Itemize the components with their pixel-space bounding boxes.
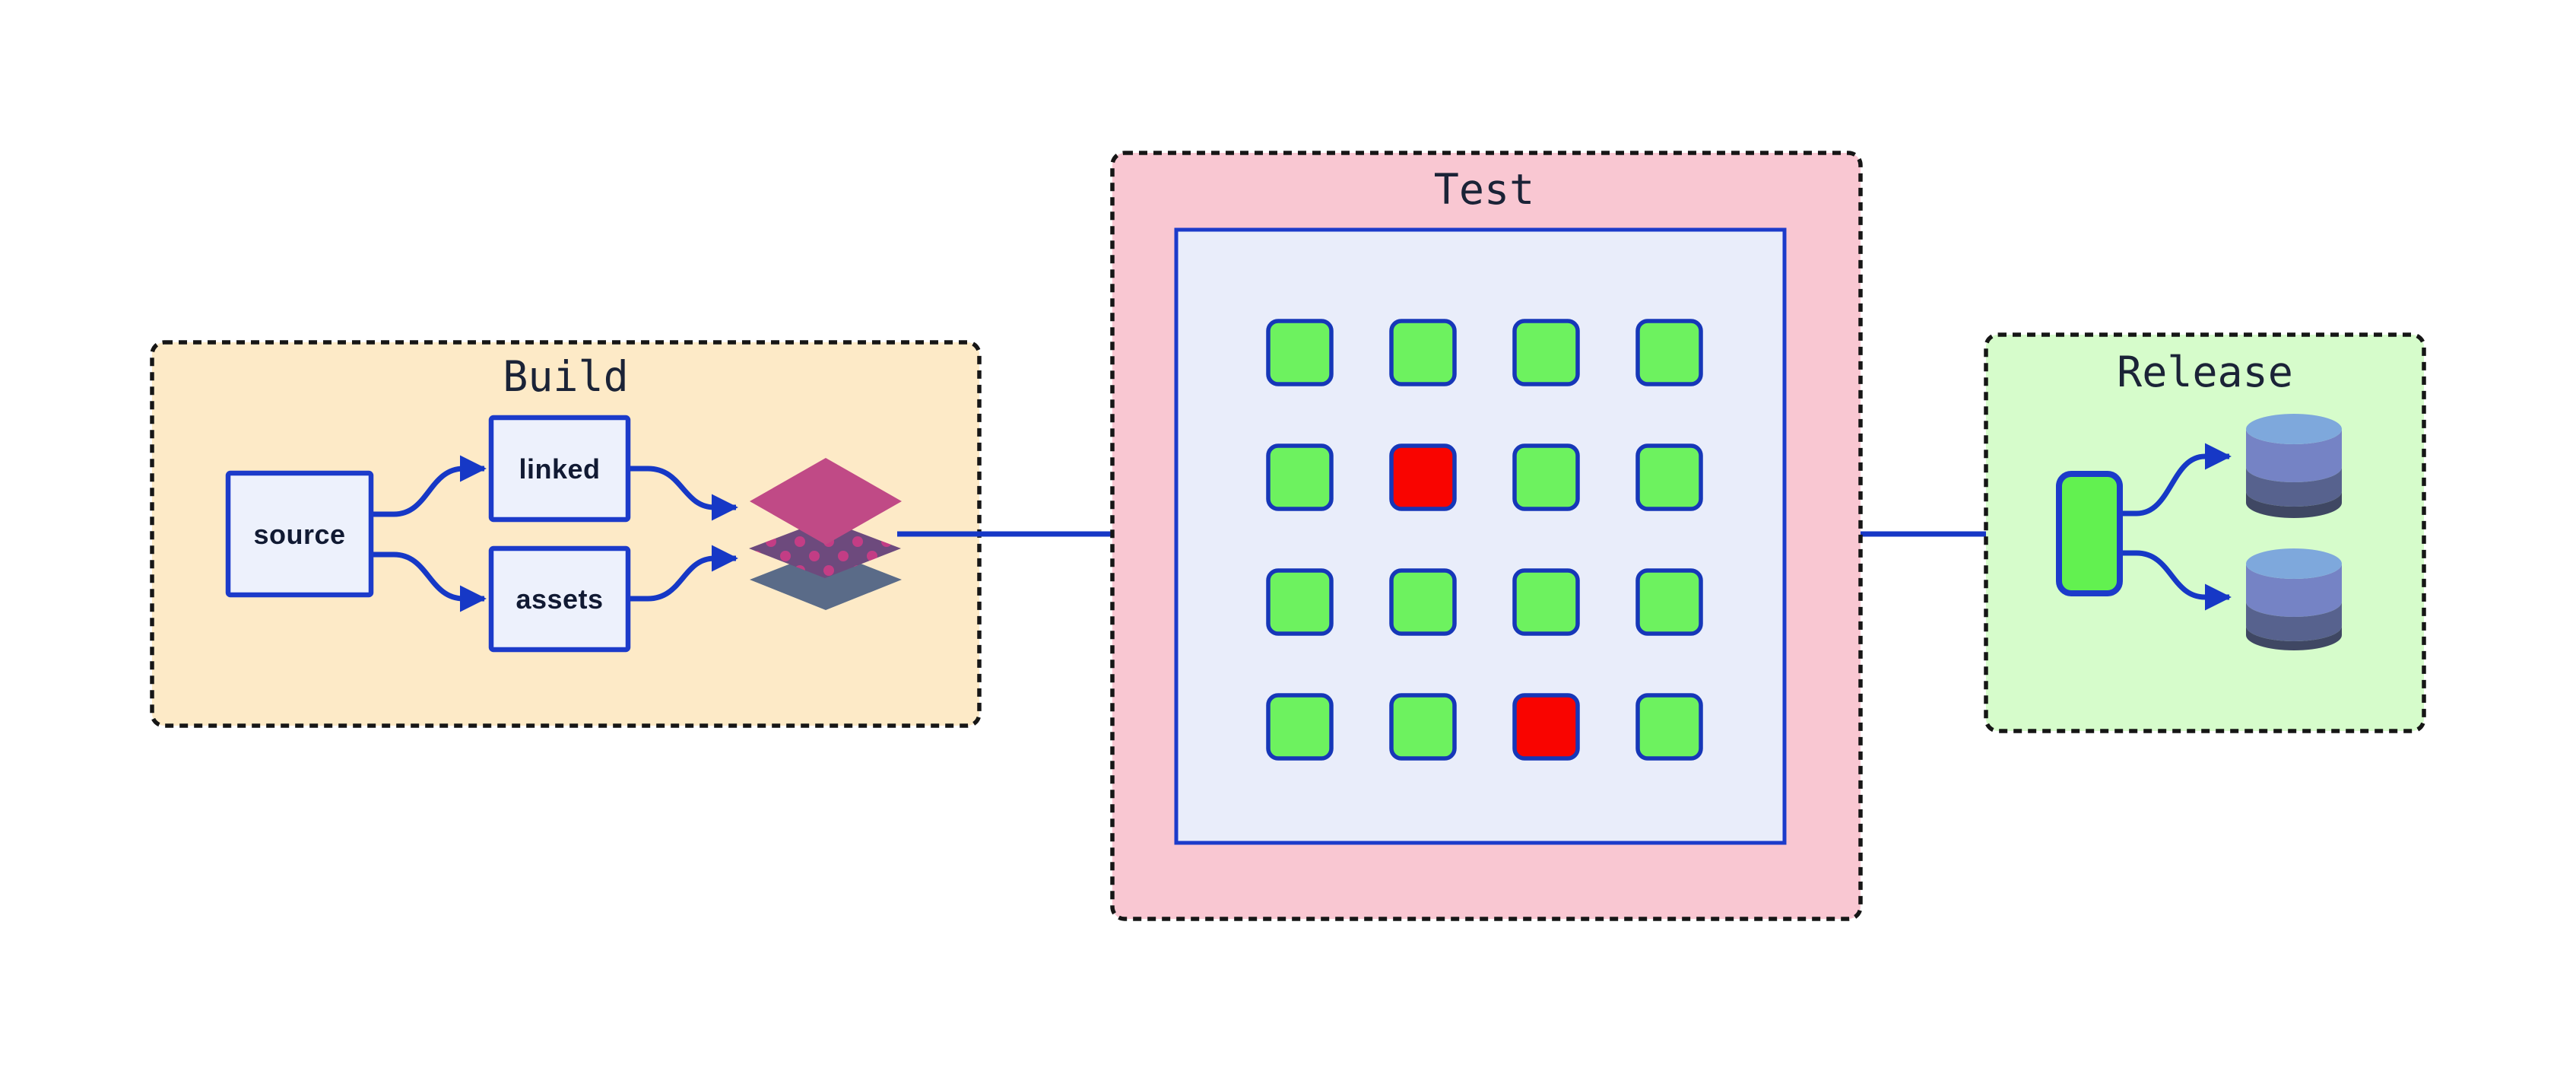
layers-bottom-sheet: [750, 550, 902, 610]
release-title: Release: [2117, 348, 2293, 396]
assets-node: [488, 545, 631, 653]
test-title: Test: [1434, 165, 1534, 214]
linked-node-label: linked: [519, 453, 600, 485]
db1-band-upper: [2246, 429, 2342, 482]
test-cell-pass: [1266, 319, 1334, 386]
db2-cap: [2246, 548, 2342, 579]
db2-band-mid: [2246, 602, 2342, 641]
arrow-release-to-db1: [2119, 443, 2232, 517]
arrow-linked-to-layers: [628, 466, 738, 521]
test-cell-fail: [1512, 693, 1580, 761]
test-cell-pass: [1512, 319, 1580, 386]
arrow-assets-to-layers: [628, 545, 738, 602]
build-title: Build: [503, 352, 629, 401]
db1-cap: [2246, 414, 2342, 444]
source-node: [225, 470, 374, 598]
test-cell-pass: [1635, 568, 1703, 636]
test-cell-pass: [1266, 443, 1334, 511]
test-grid: [1266, 319, 1703, 761]
test-cell-pass: [1266, 568, 1334, 636]
database-icon-2: [2246, 548, 2342, 650]
layers-icon: [749, 458, 902, 610]
linked-node: [488, 415, 631, 523]
assets-node-label: assets: [516, 583, 603, 615]
db1-band-lower: [2246, 491, 2342, 518]
test-cell-fail: [1389, 443, 1457, 511]
arrow-source-to-assets: [371, 551, 487, 612]
db2-band-upper: [2246, 564, 2342, 617]
test-cell-pass: [1266, 693, 1334, 761]
db1-band-mid: [2246, 467, 2342, 507]
arrow-release-to-db2: [2119, 550, 2232, 611]
test-cell-pass: [1512, 443, 1580, 511]
arrow-source-to-linked: [371, 455, 487, 517]
test-cell-pass: [1512, 568, 1580, 636]
test-cell-pass: [1389, 319, 1457, 386]
db2-band-lower: [2246, 626, 2342, 650]
test-cell-pass: [1389, 693, 1457, 761]
test-cell-pass: [1635, 693, 1703, 761]
database-icon-1: [2246, 414, 2342, 518]
test-stage: Test: [1110, 151, 1863, 921]
source-node-label: source: [253, 519, 345, 550]
build-stage: Build source linked assets: [150, 340, 982, 728]
release-stage: Release: [1984, 332, 2426, 733]
test-cell-pass: [1635, 443, 1703, 511]
release-gate-node: [2056, 471, 2123, 596]
test-cell-pass: [1635, 319, 1703, 386]
layers-top-sheet: [750, 458, 902, 545]
test-cell-pass: [1389, 568, 1457, 636]
layers-middle-dots: [749, 520, 901, 578]
